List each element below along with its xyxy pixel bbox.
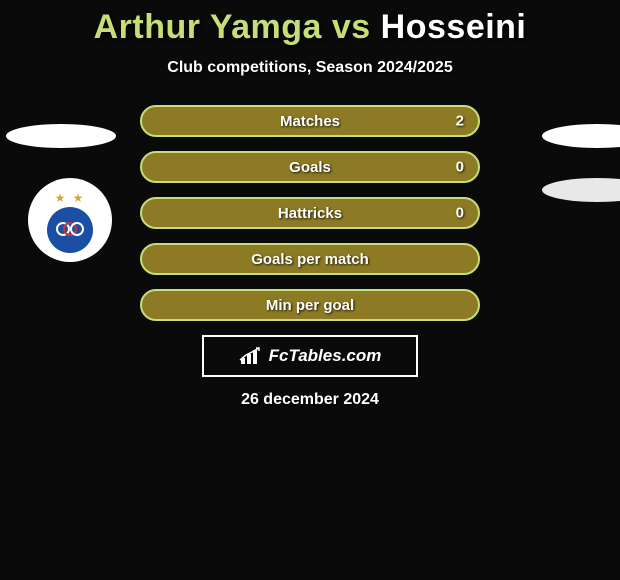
stat-value: 0 — [456, 205, 464, 222]
player1-placeholder-oval — [6, 124, 116, 148]
stat-label: Goals per match — [251, 251, 369, 268]
date-text: 26 december 2024 — [0, 391, 620, 409]
bar-chart-icon — [239, 346, 263, 366]
stat-label: Min per goal — [266, 297, 354, 314]
stat-label: Goals — [289, 159, 331, 176]
player2-club-placeholder-oval — [542, 178, 620, 202]
subtitle: Club competitions, Season 2024/2025 — [0, 59, 620, 77]
club-stars: ★ ★ — [55, 191, 86, 205]
brand-text: FcTables.com — [269, 346, 382, 366]
brand-box: FcTables.com — [202, 335, 418, 377]
stat-bar-min-per-goal: Min per goal — [140, 289, 480, 321]
vs-text: vs — [332, 8, 371, 46]
club-logo-inner — [47, 207, 93, 253]
stat-bar-matches: Matches 2 — [140, 105, 480, 137]
player2-name: Hosseini — [381, 8, 527, 46]
stat-value: 0 — [456, 159, 464, 176]
comparison-title: Arthur Yamga vs Hosseini — [0, 8, 620, 47]
stat-value: 2 — [456, 113, 464, 130]
stat-bar-hattricks: Hattricks 0 — [140, 197, 480, 229]
stat-label: Hattricks — [278, 205, 342, 222]
stat-label: Matches — [280, 113, 340, 130]
comparison-card: Arthur Yamga vs Hosseini Club competitio… — [0, 0, 620, 409]
stat-bars: Matches 2 Goals 0 Hattricks 0 Goals per … — [140, 105, 480, 321]
club-logo-rings — [56, 222, 84, 238]
stat-bar-goals-per-match: Goals per match — [140, 243, 480, 275]
player2-placeholder-oval — [542, 124, 620, 148]
stat-bar-goals: Goals 0 — [140, 151, 480, 183]
player1-name: Arthur Yamga — [94, 8, 322, 46]
player1-club-logo: ★ ★ — [28, 178, 112, 262]
